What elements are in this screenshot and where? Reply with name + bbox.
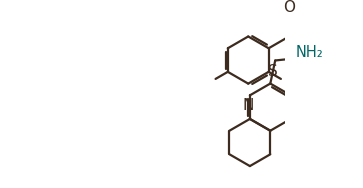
Text: S: S <box>268 64 278 79</box>
Text: O: O <box>283 0 295 15</box>
Text: N: N <box>243 98 254 113</box>
Text: NH₂: NH₂ <box>295 45 323 60</box>
